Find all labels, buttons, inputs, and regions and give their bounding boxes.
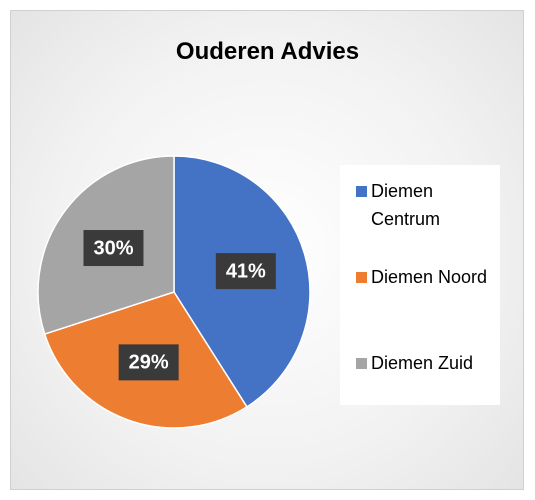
legend-swatch [356,358,367,369]
data-label: 30% [93,237,133,259]
legend-label: Diemen Centrum [371,181,441,229]
data-label-box [83,230,144,267]
legend-entry: Diemen Zuid [356,349,473,377]
chart-title: Ouderen Advies [175,38,360,65]
legend: Diemen Centrum Diemen Noord Diemen Zuid [340,165,500,405]
legend-swatch [356,186,367,197]
data-label-box [215,253,276,290]
data-label: 29% [129,352,169,374]
data-label: 41% [226,260,266,282]
legend-entry: Diemen Centrum [356,177,489,233]
data-label-box [118,344,179,381]
legend-swatch [356,272,367,283]
legend-label: Diemen Zuid [371,353,474,373]
legend-entry: Diemen Noord [356,263,487,291]
legend-label: Diemen Noord [371,267,488,287]
